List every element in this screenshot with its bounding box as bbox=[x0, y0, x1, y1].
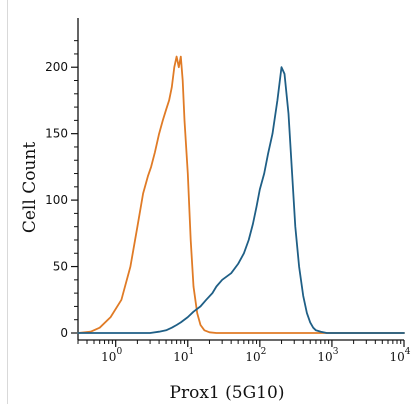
series-layer bbox=[77, 55, 405, 334]
y-tick-label: 50 bbox=[53, 260, 68, 274]
labels-layer: 0 50 100 150 200 100 101 102 103 104 Prox1 (5G10) C… bbox=[20, 60, 411, 403]
x-tick-label: 103 bbox=[317, 347, 338, 364]
y-tick-label: 150 bbox=[45, 127, 68, 141]
y-tick-label: 0 bbox=[60, 326, 68, 340]
x-tick-label: 102 bbox=[245, 347, 266, 364]
y-tick-label: 200 bbox=[45, 60, 68, 74]
y-tick-label: 100 bbox=[45, 193, 68, 207]
axes-layer bbox=[71, 18, 405, 347]
x-tick-label: 101 bbox=[173, 347, 194, 364]
y-axis-title: Cell Count bbox=[20, 142, 40, 233]
x-tick-label: 104 bbox=[389, 347, 410, 364]
x-tick-label: 100 bbox=[101, 347, 122, 364]
series-line-orange bbox=[77, 55, 405, 334]
series-line-blue bbox=[77, 66, 405, 334]
x-axis-title: Prox1 (5G10) bbox=[170, 383, 285, 403]
left-border-line bbox=[7, 0, 8, 404]
